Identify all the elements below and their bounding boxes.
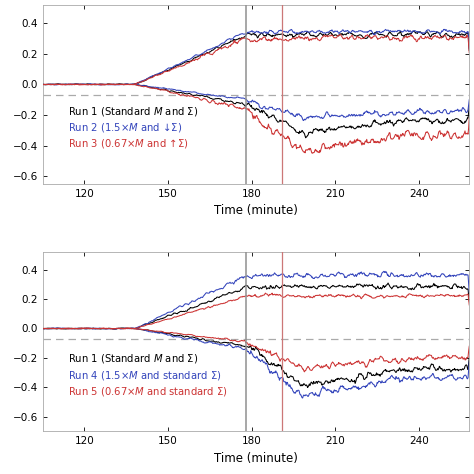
Text: Run 2 (1.5×$\it{M}$ and ↓$\Sigma$): Run 2 (1.5×$\it{M}$ and ↓$\Sigma$) [68, 121, 182, 134]
Text: Run 1 (Standard $\it{M}$ and $\Sigma$): Run 1 (Standard $\it{M}$ and $\Sigma$) [68, 353, 199, 365]
Text: Run 1 (Standard $\it{M}$ and $\Sigma$): Run 1 (Standard $\it{M}$ and $\Sigma$) [68, 105, 199, 118]
Text: Run 5 (0.67×$\it{M}$ and standard $\Sigma$): Run 5 (0.67×$\it{M}$ and standard $\Sigm… [68, 385, 228, 398]
X-axis label: Time (minute): Time (minute) [214, 204, 298, 218]
Text: Run 4 (1.5×$\it{M}$ and standard $\Sigma$): Run 4 (1.5×$\it{M}$ and standard $\Sigma… [68, 369, 222, 382]
X-axis label: Time (minute): Time (minute) [214, 452, 298, 465]
Text: Run 3 (0.67×$\it{M}$ and ↑$\Sigma$): Run 3 (0.67×$\it{M}$ and ↑$\Sigma$) [68, 137, 189, 150]
